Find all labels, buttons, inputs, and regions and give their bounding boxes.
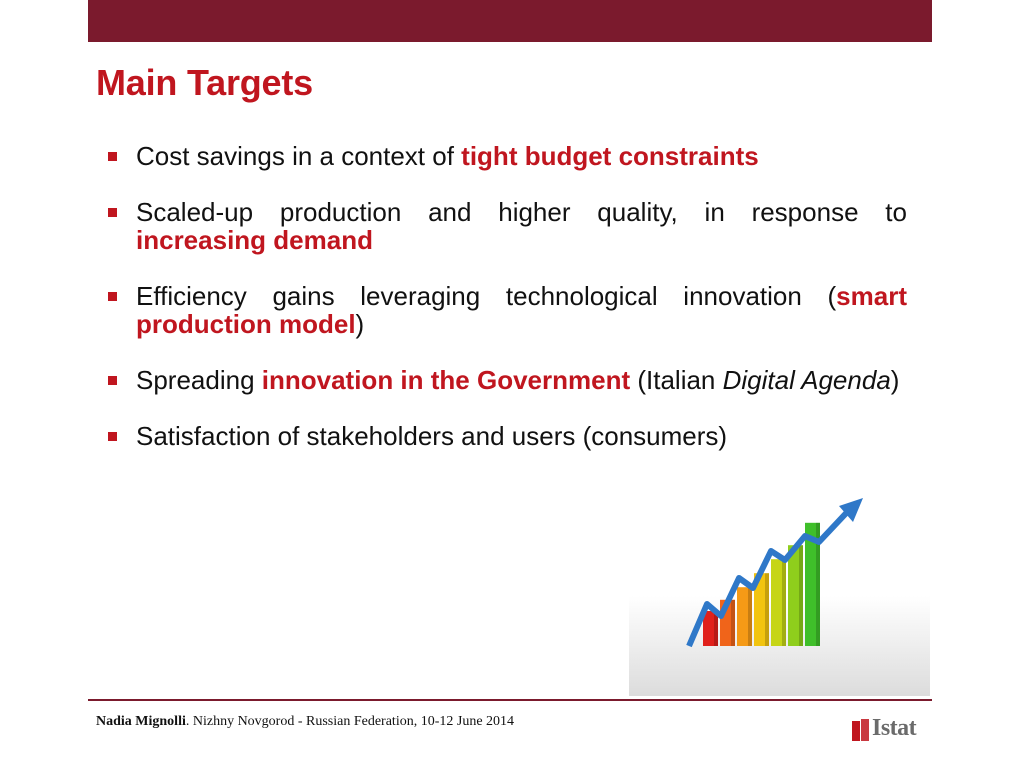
footer-credit: Nadia Mignolli. Nizhny Novgorod - Russia… xyxy=(96,714,514,730)
illustration-bar-shade xyxy=(765,573,769,646)
bullet-highlight: increasing demand xyxy=(136,225,373,255)
illustration-bar-shade xyxy=(714,611,718,646)
illustration-bar-shade xyxy=(748,587,752,646)
illustration-bar-shade xyxy=(799,545,803,646)
bullet-text-mid: (Italian xyxy=(630,365,723,395)
illustration-bar-shade xyxy=(731,599,735,646)
bullet-text-after: ) xyxy=(890,365,900,395)
illustration-bar xyxy=(771,559,786,646)
bullet-highlight: smart production model xyxy=(136,281,907,339)
illustration-bar xyxy=(805,522,820,646)
bullet-text: Spreading xyxy=(136,365,262,395)
bullet-highlight: tight budget constraints xyxy=(461,141,759,171)
top-header-bar xyxy=(88,0,932,42)
bullet-list: Cost savings in a context of tight budge… xyxy=(107,142,907,478)
bullet-item-scaled-up-production: Scaled-up production and higher quality,… xyxy=(107,198,907,254)
illustration-bar-shade xyxy=(816,522,820,646)
istat-logo-text: Istat xyxy=(872,715,917,741)
growth-bar-chart-with-arrow-icon xyxy=(629,498,930,696)
footer-event: . Nizhny Novgorod - Russian Federation, … xyxy=(185,714,515,729)
logo-mark-left xyxy=(852,721,860,741)
bullet-italic: Digital Agenda xyxy=(722,365,891,395)
bullet-item-efficiency-gains: Efficiency gains leveraging technologica… xyxy=(107,282,907,338)
slide-title: Main Targets xyxy=(96,62,313,103)
logo-mark-right xyxy=(861,719,869,741)
illustration-bar-shade xyxy=(782,559,786,646)
footer-divider xyxy=(88,699,932,701)
istat-logo-icon xyxy=(852,719,869,741)
growth-arrow-head xyxy=(839,498,863,522)
bullet-item-spreading-innovation: Spreading innovation in the Government (… xyxy=(107,366,907,394)
growth-arrow-line xyxy=(686,505,854,648)
bullet-text-after: ) xyxy=(355,309,365,339)
bullet-item-satisfaction: Satisfaction of stakeholders and users (… xyxy=(107,422,907,450)
illustration-bar xyxy=(737,587,752,646)
bullet-text: Efficiency gains leveraging technologica… xyxy=(136,281,837,311)
bullet-text: Scaled-up production and higher quality,… xyxy=(136,197,907,227)
bullet-item-cost-savings: Cost savings in a context of tight budge… xyxy=(107,142,907,170)
bullet-highlight: innovation in the Government xyxy=(261,365,631,395)
bullet-text: Cost savings in a context of xyxy=(136,141,462,171)
bullet-text: Satisfaction of stakeholders and users (… xyxy=(136,421,728,451)
illustration-bars xyxy=(703,522,820,646)
illustration-bar xyxy=(754,573,769,646)
growth-arrow-icon xyxy=(686,498,863,648)
footer-author: Nadia Mignolli xyxy=(96,714,186,729)
illustration-bar xyxy=(703,611,718,646)
illustration-bar xyxy=(788,545,803,646)
